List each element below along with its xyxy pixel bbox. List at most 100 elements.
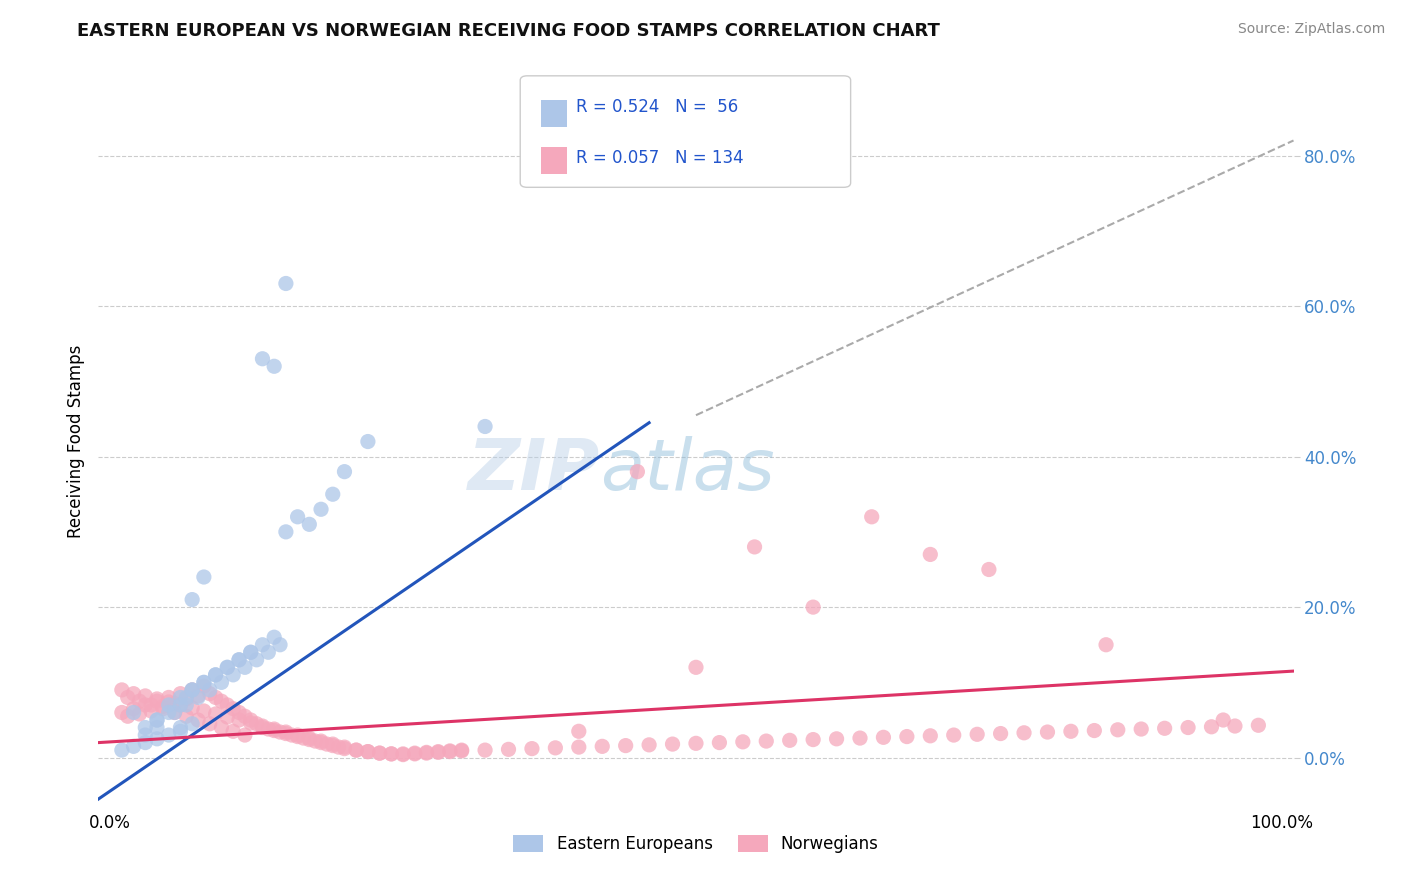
Point (187, 690, 209, 705)
Point (228, 713, 250, 727)
Point (193, 675, 215, 690)
Point (1060, 724, 1083, 739)
Point (134, 689, 156, 703)
Point (146, 713, 169, 727)
Legend: Eastern Europeans, Norwegians: Eastern Europeans, Norwegians (506, 828, 886, 860)
Point (146, 692, 169, 706)
Point (187, 713, 209, 727)
Point (217, 660, 239, 674)
Point (174, 692, 197, 706)
Point (239, 645, 262, 659)
Point (181, 682, 204, 697)
Point (228, 653, 250, 667)
Point (111, 682, 134, 697)
Point (977, 562, 1000, 576)
Point (404, 746, 426, 760)
Point (1083, 723, 1105, 738)
Point (157, 698, 180, 712)
Point (731, 735, 754, 749)
Point (942, 728, 965, 742)
Point (427, 745, 450, 759)
Point (193, 570, 215, 584)
Point (169, 687, 191, 701)
Point (198, 682, 221, 697)
Point (181, 592, 204, 607)
Point (233, 709, 256, 723)
Point (263, 722, 285, 736)
Y-axis label: Receiving Food Stamps: Receiving Food Stamps (66, 345, 84, 538)
Point (1247, 718, 1270, 732)
Point (685, 736, 707, 750)
Point (174, 698, 197, 712)
Point (163, 706, 186, 720)
Point (111, 706, 134, 720)
Point (141, 698, 163, 712)
Point (568, 724, 591, 739)
Text: EASTERN EUROPEAN VS NORWEGIAN RECEIVING FOOD STAMPS CORRELATION CHART: EASTERN EUROPEAN VS NORWEGIAN RECEIVING … (77, 22, 941, 40)
Point (872, 731, 894, 745)
Point (298, 732, 321, 747)
Point (157, 695, 180, 709)
Point (380, 747, 402, 761)
Point (222, 724, 245, 739)
Point (117, 709, 139, 723)
Point (252, 721, 274, 735)
Point (344, 743, 367, 757)
Point (801, 732, 824, 747)
Point (474, 419, 496, 434)
Point (169, 690, 191, 705)
Point (685, 660, 707, 674)
Point (239, 716, 262, 731)
Point (292, 731, 315, 745)
Point (498, 742, 520, 756)
Point (1036, 725, 1059, 739)
Point (252, 719, 274, 733)
Point (198, 687, 221, 701)
Point (825, 731, 848, 746)
Point (568, 740, 591, 755)
Point (174, 690, 197, 705)
Point (896, 730, 918, 744)
Point (157, 690, 180, 705)
Point (169, 724, 191, 739)
Point (316, 737, 339, 751)
Point (281, 728, 304, 742)
Point (1107, 723, 1129, 737)
Point (181, 682, 204, 697)
Point (134, 698, 156, 712)
Point (439, 745, 461, 759)
Point (239, 645, 262, 659)
Point (755, 734, 778, 748)
Point (141, 704, 163, 718)
Point (309, 734, 332, 748)
Point (309, 502, 332, 516)
Point (287, 509, 309, 524)
Point (169, 698, 191, 712)
Point (415, 746, 437, 760)
Point (427, 745, 450, 759)
Point (163, 706, 186, 720)
Point (450, 744, 472, 758)
Point (217, 660, 239, 674)
Point (1212, 713, 1234, 727)
Point (181, 701, 204, 715)
Point (157, 728, 180, 742)
Point (263, 359, 285, 374)
Point (187, 689, 209, 703)
Point (222, 668, 245, 682)
Point (357, 745, 380, 759)
Point (1095, 638, 1118, 652)
Point (990, 726, 1012, 740)
Point (392, 747, 415, 761)
Point (966, 727, 988, 741)
Point (344, 743, 367, 757)
Point (263, 630, 285, 644)
Point (322, 487, 344, 501)
Point (287, 728, 309, 742)
Point (146, 713, 169, 727)
Point (122, 687, 145, 701)
Point (298, 517, 321, 532)
Text: R = 0.057   N = 134: R = 0.057 N = 134 (576, 149, 744, 167)
Point (222, 702, 245, 716)
Point (122, 739, 145, 754)
